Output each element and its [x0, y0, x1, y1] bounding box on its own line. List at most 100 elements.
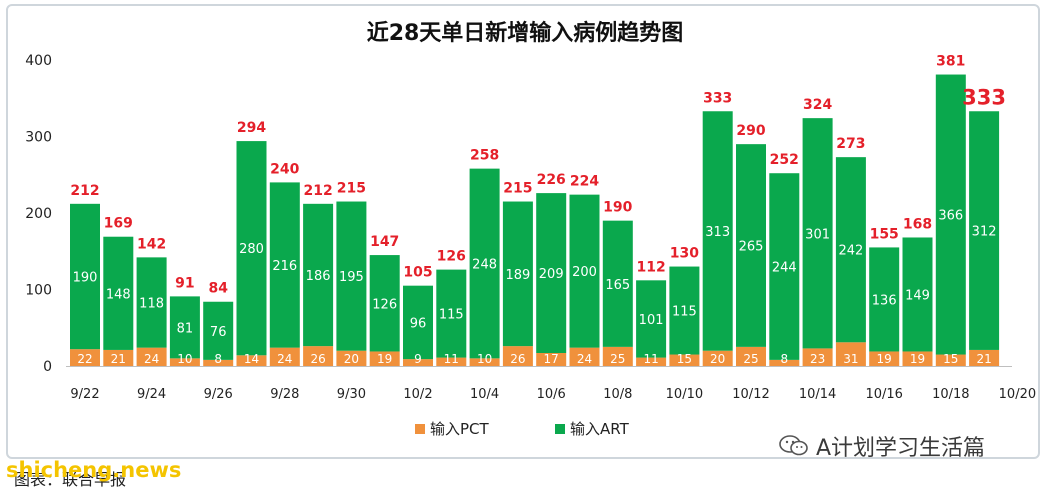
legend-swatch — [415, 424, 425, 434]
data-label-total: 224 — [570, 174, 599, 190]
bar-art — [303, 203, 334, 347]
bar-art — [502, 201, 533, 347]
bar-art — [336, 201, 367, 351]
y-axis: 0 100 200 300 400 — [25, 53, 52, 375]
data-label-pct: 10 — [477, 352, 492, 366]
data-label-total: 190 — [603, 200, 632, 216]
data-label-total: 105 — [403, 265, 432, 281]
data-label-art: 190 — [73, 270, 98, 285]
bar-art — [769, 173, 800, 360]
data-label-total: 169 — [104, 216, 133, 232]
data-label-pct: 11 — [444, 352, 459, 366]
data-label-total: 112 — [636, 259, 665, 275]
bar-pct — [835, 342, 866, 366]
data-label-pct: 21 — [111, 352, 126, 366]
data-label-total: 155 — [870, 226, 899, 242]
data-label-art: 115 — [439, 308, 464, 323]
bar-art — [369, 255, 400, 352]
bar-art — [169, 296, 200, 359]
bar-pct — [336, 350, 367, 366]
data-label-art: 96 — [410, 316, 427, 331]
bar-pct — [303, 346, 334, 366]
bar-pct — [70, 349, 100, 366]
data-label-total: 324 — [803, 97, 832, 113]
x-tick-label: 10/18 — [932, 387, 969, 402]
data-label-art: 115 — [672, 305, 697, 320]
x-tick-label: 10/12 — [732, 387, 769, 402]
data-label-total: 333 — [962, 85, 1006, 109]
x-tick-label: 10/16 — [865, 387, 902, 402]
data-label-art: 242 — [838, 244, 863, 259]
bar-pct — [602, 346, 633, 366]
bar-pct — [669, 354, 700, 366]
bar-pct — [902, 351, 933, 366]
data-label-pct: 15 — [943, 352, 958, 366]
bar-art — [136, 257, 167, 348]
x-tick-label: 9/30 — [337, 387, 366, 402]
bar-pct — [236, 355, 267, 366]
data-label-total: 258 — [470, 148, 499, 164]
data-label-art: 312 — [972, 225, 997, 240]
data-label-art: 248 — [472, 257, 497, 272]
x-tick-label: 10/6 — [537, 387, 566, 402]
data-label-pct: 24 — [144, 352, 159, 366]
bar-pct — [136, 347, 167, 366]
y-tick-label: 100 — [25, 283, 52, 299]
bar-art — [869, 247, 900, 352]
data-label-pct: 25 — [610, 352, 625, 366]
bar-pct — [403, 359, 433, 366]
chart-source: 图表：联合早报 — [14, 470, 127, 489]
data-label-pct: 20 — [710, 352, 725, 366]
data-label-total: 252 — [770, 152, 799, 168]
data-label-pct: 11 — [643, 352, 658, 366]
bar-pct — [502, 346, 533, 366]
bar-art — [669, 266, 700, 355]
wechat-icon — [779, 435, 808, 456]
bar-art — [935, 74, 966, 355]
bar-art — [436, 269, 467, 358]
bar-pct — [203, 359, 234, 366]
bar-art — [902, 237, 933, 352]
legend-label: 输入ART — [570, 420, 630, 438]
wechat-watermark: A计划学习生活篇 — [778, 428, 985, 464]
data-label-art: 313 — [705, 225, 730, 240]
bar-art — [802, 118, 833, 349]
bar-pct — [569, 347, 600, 366]
data-label-total: 215 — [337, 181, 366, 197]
x-tick-label: 10/8 — [603, 387, 632, 402]
bar-art — [835, 157, 866, 343]
chart-title: 近28天单日新增输入病例趋势图 — [367, 20, 684, 46]
data-label-total: 381 — [936, 54, 965, 70]
data-label-art: 280 — [239, 242, 264, 257]
bar-art — [203, 301, 234, 360]
data-label-total: 215 — [503, 181, 532, 197]
site-watermark: shicheng.news — [6, 458, 182, 482]
data-label-total: 147 — [370, 234, 399, 250]
bar-pct — [636, 357, 667, 366]
bar-pct — [469, 358, 500, 366]
bar-pct — [436, 357, 467, 366]
bar-art — [636, 280, 667, 358]
data-label-pct: 21 — [976, 352, 991, 366]
y-tick-label: 0 — [43, 359, 52, 375]
data-label-pct: 26 — [310, 352, 325, 366]
legend-label: 输入PCT — [430, 420, 490, 438]
x-tick-label: 10/10 — [666, 387, 703, 402]
bar-pct — [269, 347, 300, 366]
data-label-pct: 17 — [544, 352, 559, 366]
data-label-total: 126 — [437, 249, 466, 265]
data-label-art: 186 — [306, 269, 331, 284]
data-label-art: 244 — [772, 261, 797, 276]
bars: 2219021221148169241181421081918768414280… — [70, 54, 1006, 366]
x-tick-label: 9/22 — [70, 387, 99, 402]
data-label-pct: 19 — [910, 352, 925, 366]
x-axis: 9/22 9/24 9/26 9/28 9/30 10/2 10/4 10/6 10/8 10/1… — [70, 387, 1036, 402]
y-tick-label: 300 — [25, 130, 52, 146]
data-label-art: 136 — [872, 293, 897, 308]
data-label-pct: 20 — [344, 352, 359, 366]
bar-pct — [169, 358, 200, 366]
data-label-art: 301 — [805, 227, 830, 242]
bar-pct — [935, 354, 966, 366]
data-label-art: 195 — [339, 270, 364, 285]
bar-art — [403, 285, 433, 360]
